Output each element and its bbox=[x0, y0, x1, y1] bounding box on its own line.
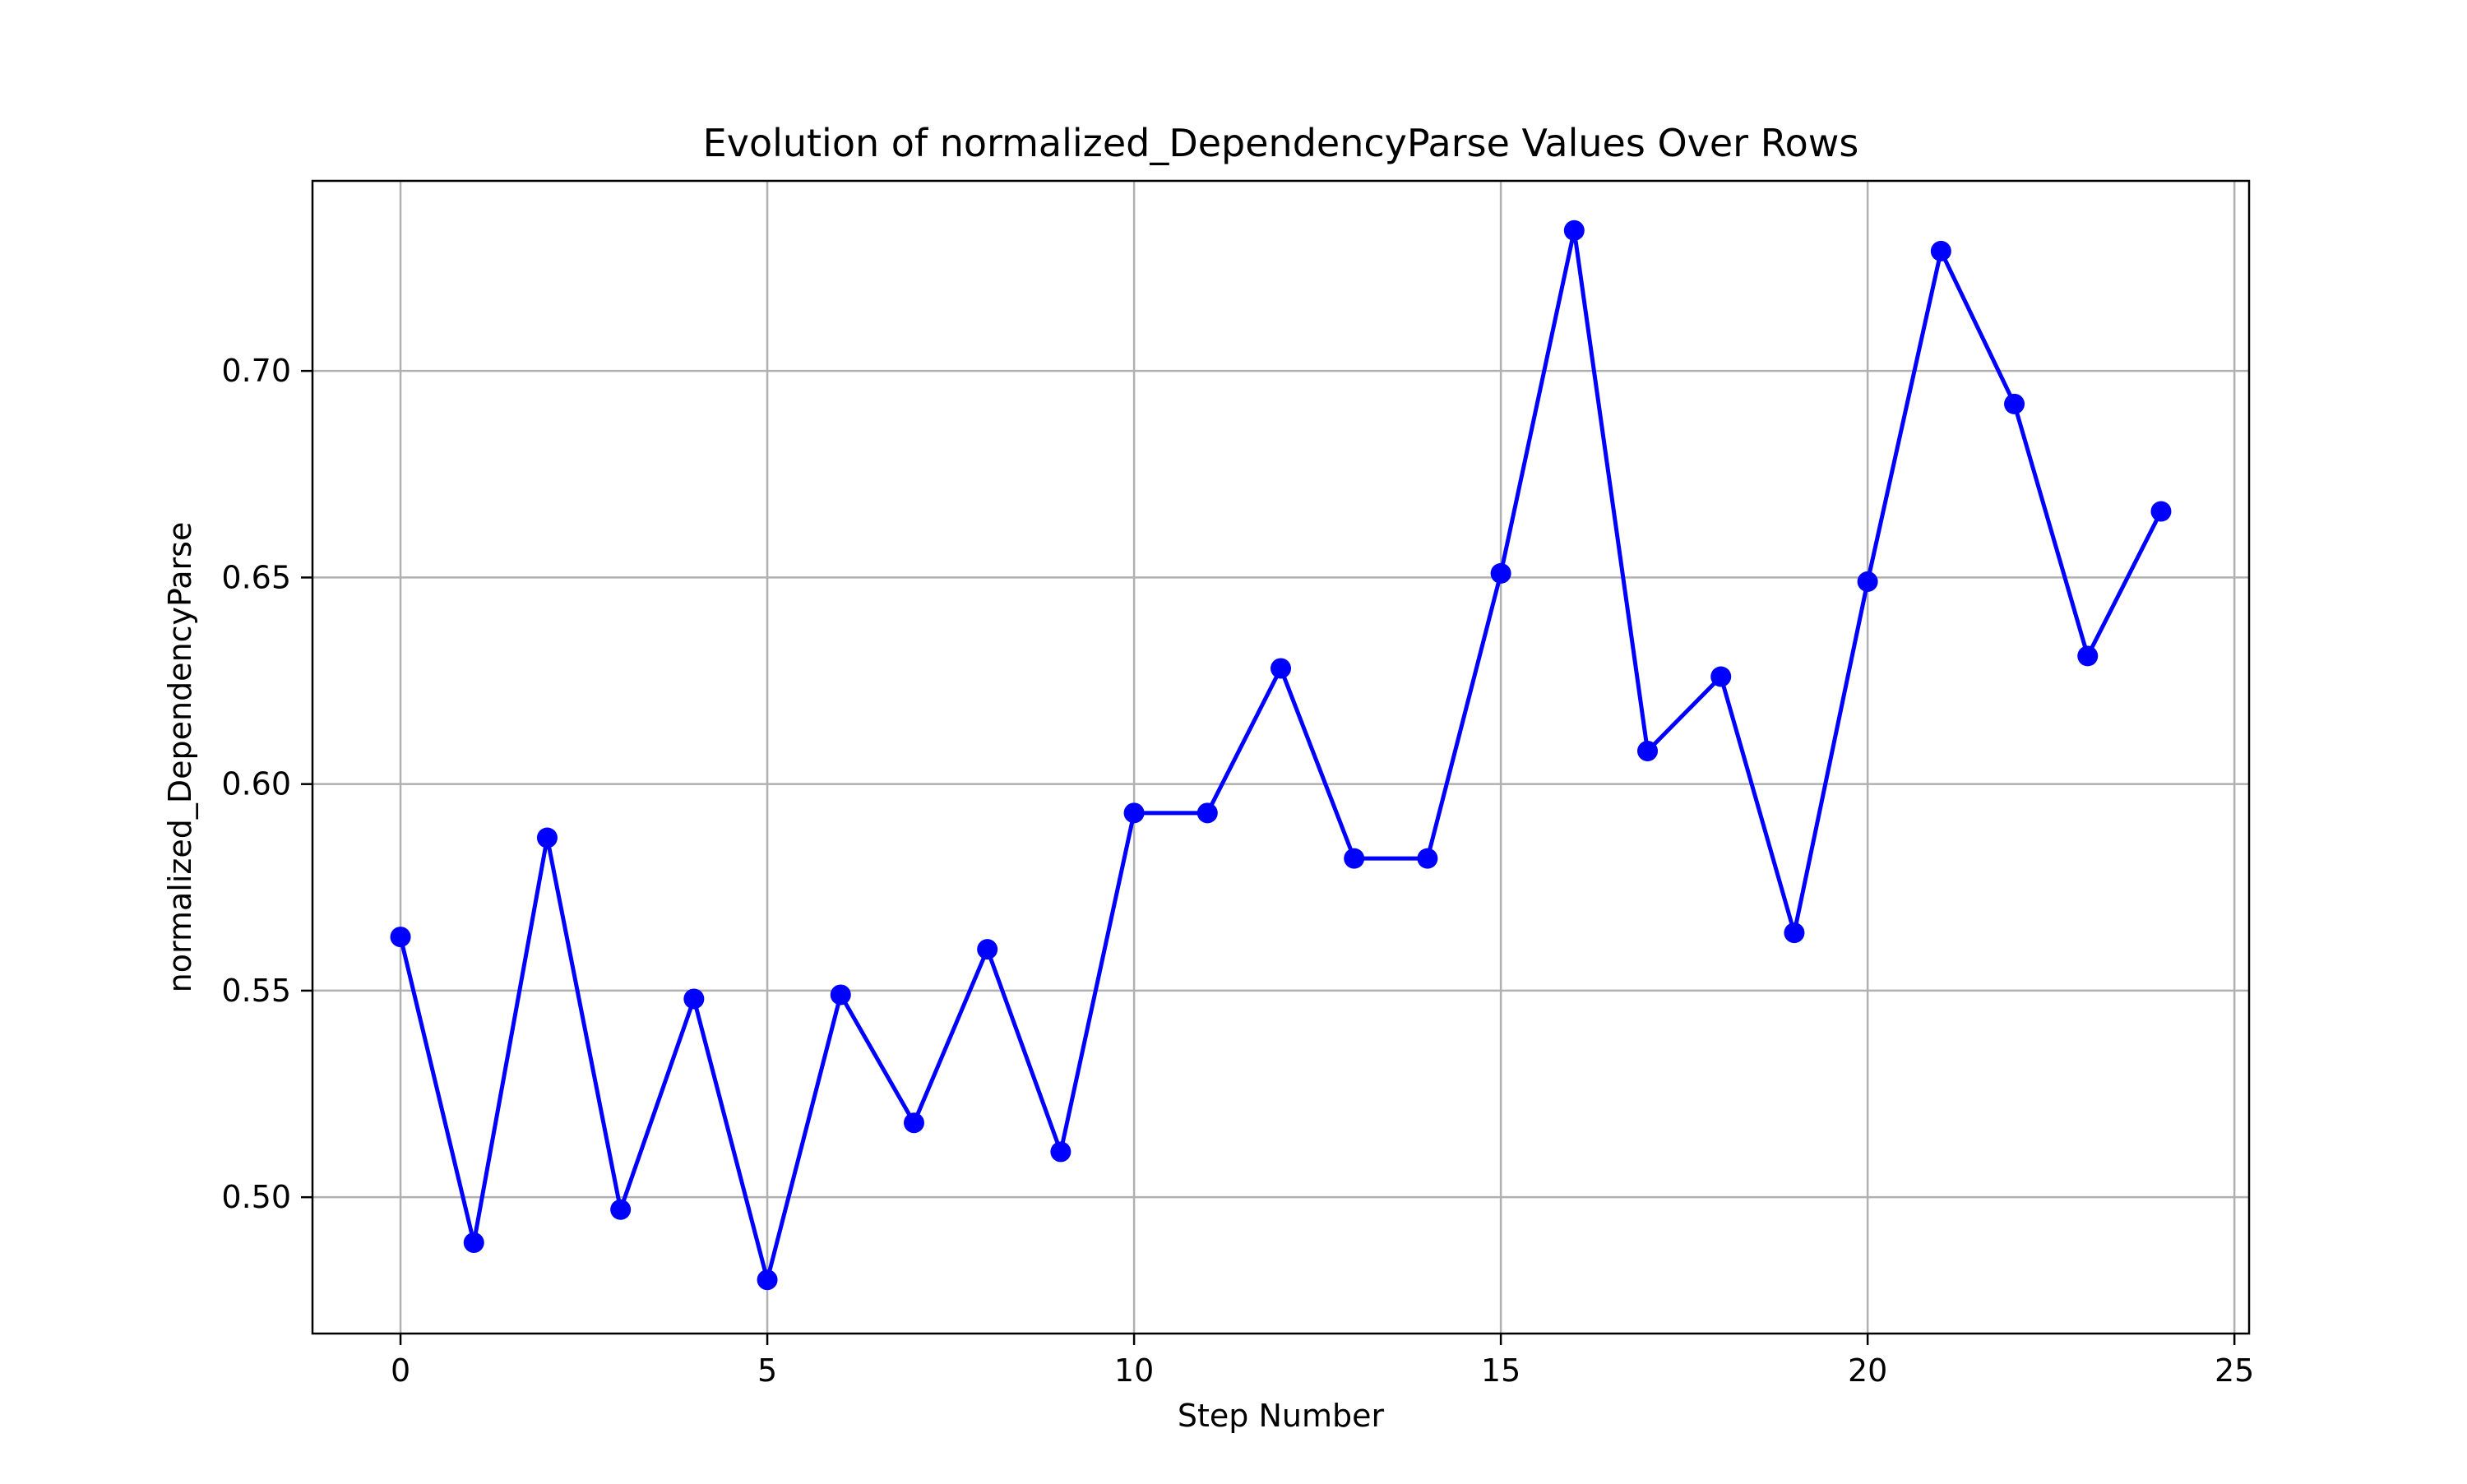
series-line bbox=[398, 228, 2164, 1283]
data-point bbox=[1930, 240, 1951, 261]
data-point bbox=[757, 1269, 778, 1291]
data-point bbox=[1857, 571, 1878, 592]
data-point bbox=[1784, 922, 1805, 944]
x-tick-label: 5 bbox=[757, 1352, 777, 1389]
x-tick-label: 10 bbox=[1114, 1352, 1154, 1389]
data-point bbox=[903, 1112, 924, 1134]
data-point bbox=[1123, 802, 1145, 824]
y-axis-title: normalized_DependencyParse bbox=[162, 522, 198, 993]
x-axis-title: Step Number bbox=[1178, 1398, 1385, 1434]
data-point bbox=[1344, 848, 1365, 869]
plot-frame bbox=[311, 179, 2251, 1335]
y-tick-label: 0.70 bbox=[221, 353, 291, 389]
data-point bbox=[683, 988, 705, 1010]
data-point bbox=[536, 827, 558, 848]
data-point bbox=[2004, 393, 2025, 414]
data-point bbox=[610, 1199, 632, 1220]
data-point bbox=[1271, 658, 1291, 679]
data-point bbox=[1637, 740, 1659, 761]
data-point bbox=[1196, 802, 1218, 824]
y-tick-label: 0.60 bbox=[221, 766, 291, 802]
y-axis: 0.50 0.55 0.60 0.65 0.70 bbox=[221, 353, 312, 1215]
data-point bbox=[2077, 645, 2099, 667]
x-tick-label: 15 bbox=[1481, 1352, 1520, 1389]
data-point bbox=[1417, 848, 1438, 869]
y-tick-label: 0.50 bbox=[221, 1179, 291, 1215]
data-point bbox=[390, 927, 411, 948]
x-tick-label: 25 bbox=[2215, 1352, 2254, 1389]
y-tick-label: 0.65 bbox=[221, 559, 291, 595]
data-point bbox=[830, 984, 851, 1006]
data-point bbox=[2150, 501, 2172, 522]
data-point bbox=[1490, 562, 1511, 584]
y-tick-label: 0.55 bbox=[221, 973, 291, 1009]
series bbox=[390, 220, 2172, 1291]
x-tick-label: 0 bbox=[391, 1352, 410, 1389]
data-point bbox=[463, 1232, 484, 1253]
chart-title: Evolution of normalized_DependencyParse … bbox=[703, 121, 1859, 165]
x-tick-label: 20 bbox=[1848, 1352, 1887, 1389]
data-point bbox=[1563, 220, 1585, 241]
data-point bbox=[1050, 1141, 1072, 1163]
data-point bbox=[1710, 666, 1732, 687]
x-axis: 0 5 10 15 20 25 bbox=[391, 1334, 2254, 1389]
grid bbox=[312, 181, 2249, 1334]
data-point bbox=[977, 939, 998, 960]
